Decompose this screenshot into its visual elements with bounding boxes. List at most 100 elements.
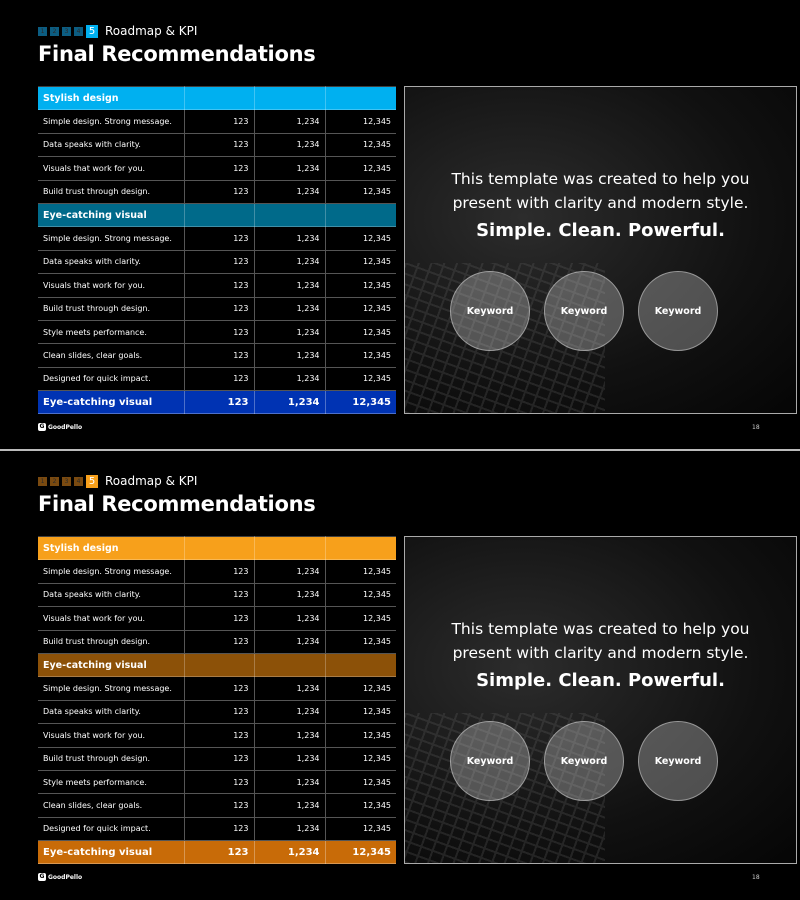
table-cell: 12,345 xyxy=(324,156,396,181)
table-cell: 123 xyxy=(183,132,255,158)
table-cell: Style meets performance. xyxy=(38,769,185,795)
section-label: Roadmap & KPI xyxy=(105,24,198,38)
table-cell: 1,234 xyxy=(253,179,326,204)
table-cell: Build trust through design. xyxy=(38,179,185,204)
slide: 1 2 3 4 5 Roadmap & KPI Final Recommendations… xyxy=(0,0,800,449)
section-nav-item[interactable]: 5 xyxy=(86,24,98,38)
keyword-circle: Keyword xyxy=(450,271,530,351)
section-nav-item[interactable]: 3 xyxy=(62,476,71,486)
table-row: Designed for quick impact. 123 1,234 12,345 xyxy=(38,366,396,392)
logo-icon: G xyxy=(38,873,46,881)
table-row: Clean slides, clear goals. 123 1,234 12,345 xyxy=(38,793,396,818)
table-row: Build trust through design. 123 1,234 12,34… xyxy=(38,746,396,771)
table-cell: 12,345 xyxy=(324,226,396,251)
table-cell: Data speaks with clarity. xyxy=(38,582,185,608)
table-cell: 123 xyxy=(183,629,255,654)
section-nav-item[interactable]: 3 xyxy=(62,26,71,36)
table-cell: Designed for quick impact. xyxy=(38,816,185,842)
section-nav-item[interactable]: 1 xyxy=(38,26,47,36)
table-cell: 123 xyxy=(183,746,255,771)
table-row: Data speaks with clarity. 123 1,234 12,345 xyxy=(38,582,396,608)
table-cell: Eye-catching visual xyxy=(38,840,185,865)
table-cell: Designed for quick impact. xyxy=(38,366,185,392)
table-cell: 12,345 xyxy=(324,629,396,654)
panel-text: This template was created to help you pre… xyxy=(405,617,796,665)
slide-title: Final Recommendations xyxy=(38,492,316,516)
section-nav: 1 2 3 4 5 Roadmap & KPI xyxy=(38,24,197,38)
table-cell: Build trust through design. xyxy=(38,746,185,771)
table-cell: Simple design. Strong message. xyxy=(38,559,185,584)
group-header-row: Eye-catching visual xyxy=(38,202,396,228)
table-row: Simple design. Strong message. 123 1,234 12… xyxy=(38,226,396,251)
table-cell: 1,234 xyxy=(253,366,326,392)
table-row: Data speaks with clarity. 123 1,234 12,345 xyxy=(38,132,396,158)
table-cell: 12,345 xyxy=(324,343,396,368)
table-cell: 123 xyxy=(183,109,255,134)
keyword-circle: Keyword xyxy=(638,271,718,351)
table-cell: Visuals that work for you. xyxy=(38,156,185,181)
panel-text: This template was created to help you pre… xyxy=(405,167,796,215)
logo: G GoodPello xyxy=(38,423,82,431)
section-nav-item[interactable]: 5 xyxy=(86,474,98,488)
image-panel: This template was created to help you pre… xyxy=(404,86,797,414)
group-header: Eye-catching visual xyxy=(38,652,185,678)
table-row: Build trust through design. 123 1,234 12,34… xyxy=(38,179,396,204)
group-header-row: Stylish design xyxy=(38,85,396,111)
table-cell: 123 xyxy=(183,840,255,865)
table-cell: 12,345 xyxy=(324,109,396,134)
group-header: Stylish design xyxy=(38,535,185,561)
table-cell: 1,234 xyxy=(253,629,326,654)
section-nav: 1 2 3 4 5 Roadmap & KPI xyxy=(38,474,197,488)
table-cell: 12,345 xyxy=(324,699,396,725)
table-row: Data speaks with clarity. 123 1,234 12,345 xyxy=(38,249,396,275)
page-number: 18 xyxy=(752,874,760,881)
section-nav-item[interactable]: 2 xyxy=(50,26,59,36)
table-cell: 12,345 xyxy=(324,559,396,584)
group-header-row: Eye-catching visual xyxy=(38,652,396,678)
table-cell: Style meets performance. xyxy=(38,319,185,345)
table-row: Eye-catching visual 123 1,234 12,345 xyxy=(38,840,396,865)
table-cell: 1,234 xyxy=(253,723,326,748)
table-cell: Simple design. Strong message. xyxy=(38,226,185,251)
table-row: Designed for quick impact. 123 1,234 12,345 xyxy=(38,816,396,842)
panel-line: This template was created to help you xyxy=(451,170,750,188)
panel-line: present with clarity and modern style. xyxy=(452,644,749,662)
section-nav-item[interactable]: 4 xyxy=(74,476,83,486)
logo-icon: G xyxy=(38,423,46,431)
table-cell: 12,345 xyxy=(324,840,396,865)
table-cell: Visuals that work for you. xyxy=(38,606,185,631)
table-row: Eye-catching visual 123 1,234 12,345 xyxy=(38,390,396,415)
table-cell: 1,234 xyxy=(253,249,326,275)
table-cell: 12,345 xyxy=(324,676,396,701)
table-cell: 1,234 xyxy=(253,343,326,368)
section-nav-item[interactable]: 4 xyxy=(74,26,83,36)
page-number: 18 xyxy=(752,424,760,431)
table-cell: Clean slides, clear goals. xyxy=(38,793,185,818)
table-cell: 123 xyxy=(183,606,255,631)
table-cell: 123 xyxy=(183,156,255,181)
logo-text: GoodPello xyxy=(48,423,83,431)
image-panel: This template was created to help you pre… xyxy=(404,536,797,864)
keyword-circle: Keyword xyxy=(450,721,530,801)
table-cell: 123 xyxy=(183,366,255,392)
table-row: Simple design. Strong message. 123 1,234 12… xyxy=(38,559,396,584)
table-cell: 1,234 xyxy=(253,319,326,345)
table-cell: Simple design. Strong message. xyxy=(38,109,185,134)
table-cell: 1,234 xyxy=(253,559,326,584)
table-cell: 12,345 xyxy=(324,723,396,748)
table-cell: 1,234 xyxy=(253,132,326,158)
table-cell: Eye-catching visual xyxy=(38,390,185,415)
table-cell: 123 xyxy=(183,273,255,298)
table-cell: 12,345 xyxy=(324,249,396,275)
table-cell: 12,345 xyxy=(324,366,396,392)
table-cell: 123 xyxy=(183,319,255,345)
table-cell: Simple design. Strong message. xyxy=(38,676,185,701)
table-cell: 1,234 xyxy=(253,582,326,608)
section-nav-item[interactable]: 2 xyxy=(50,476,59,486)
table-cell: 123 xyxy=(183,793,255,818)
section-nav-item[interactable]: 1 xyxy=(38,476,47,486)
table-cell: 1,234 xyxy=(253,769,326,795)
table-cell: 1,234 xyxy=(253,746,326,771)
table-cell: Build trust through design. xyxy=(38,296,185,321)
table-cell: 12,345 xyxy=(324,296,396,321)
